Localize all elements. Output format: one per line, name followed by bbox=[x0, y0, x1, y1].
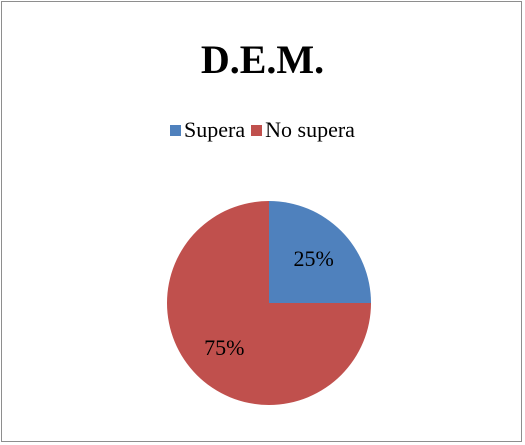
data-label-no-supera: 75% bbox=[204, 335, 244, 360]
chart-title: D.E.M. bbox=[200, 37, 325, 82]
pie-slice-no-supera bbox=[167, 201, 371, 405]
data-label-supera: 25% bbox=[294, 246, 334, 271]
legend-label-no-supera: No supera bbox=[265, 117, 355, 142]
pie-slices bbox=[167, 201, 371, 405]
pie-slice-supera bbox=[269, 201, 371, 303]
legend-swatch-supera bbox=[170, 124, 182, 136]
legend-item-no-supera: No supera bbox=[251, 116, 355, 144]
pie-data-labels: 25% 75% bbox=[204, 246, 334, 360]
chart-legend: Supera No supera bbox=[2, 116, 523, 144]
legend-label-supera: Supera bbox=[184, 117, 246, 142]
legend-swatch-no-supera bbox=[251, 124, 263, 136]
legend-item-supera: Supera bbox=[170, 116, 245, 144]
